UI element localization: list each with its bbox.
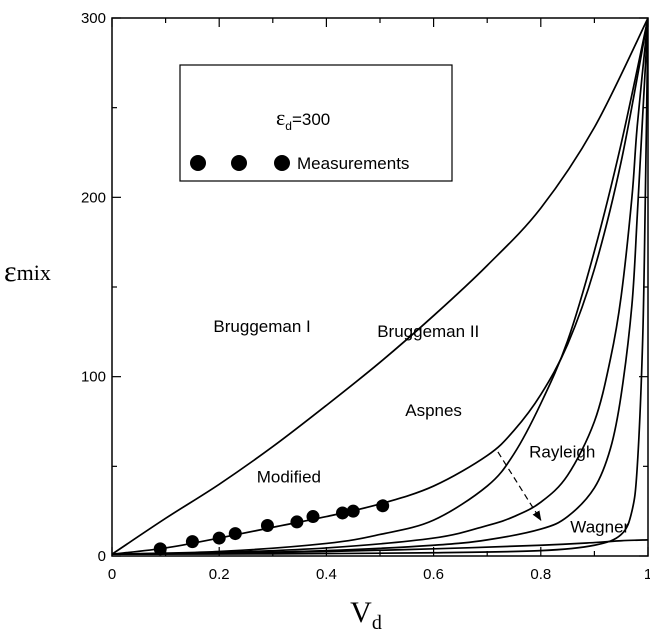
aspnes-arrow: [497, 451, 542, 521]
legend-box: [179, 64, 453, 182]
measurement-point: [260, 519, 274, 533]
measurement-point: [212, 531, 226, 545]
x-tick-label: 0.6: [423, 566, 444, 583]
curve-label-bruggeman-i: Bruggeman I: [213, 317, 310, 336]
y-tick-label: 100: [81, 369, 106, 386]
measurement-point: [228, 527, 242, 541]
measurement-point: [306, 510, 320, 524]
legend-measurement-symbol: [274, 155, 290, 171]
y-tick-label: 300: [81, 10, 106, 27]
measurement-point: [153, 542, 167, 556]
curve-label-rayleigh: Rayleigh: [529, 442, 595, 461]
measurement-point: [185, 535, 199, 549]
y-axis-title: εmix: [4, 255, 51, 288]
series-line-bruggeman-ii: [112, 18, 648, 556]
legend-title: εd=300: [276, 105, 330, 133]
curve-label-bruggeman-ii: Bruggeman II: [377, 322, 479, 341]
x-tick-label: 1: [644, 566, 650, 583]
x-tick-label: 0.4: [316, 566, 337, 583]
measurement-point: [346, 504, 360, 518]
series-line-near-vertical: [112, 18, 648, 556]
y-tick-label: 0: [98, 548, 106, 565]
y-tick-label: 200: [81, 189, 106, 206]
curve-label-wagner: Wagner: [570, 518, 629, 537]
x-axis-title: Vd: [350, 596, 382, 634]
x-tick-label: 0.8: [530, 566, 551, 583]
measurement-point: [376, 499, 390, 513]
curve-label-modified: Modified: [257, 467, 321, 486]
x-tick-label: 0.2: [209, 566, 230, 583]
legend-measurements-label: Measurements: [297, 154, 409, 173]
series-line-bruggeman-i: [112, 18, 648, 555]
curve-label-aspnes: Aspnes: [405, 401, 462, 420]
series-line-aspnes: [112, 18, 648, 556]
legend-measurement-symbol: [231, 155, 247, 171]
legend-measurement-symbol: [190, 155, 206, 171]
measurement-point: [335, 506, 349, 520]
measurement-point: [290, 515, 304, 529]
x-tick-label: 0: [108, 566, 116, 583]
